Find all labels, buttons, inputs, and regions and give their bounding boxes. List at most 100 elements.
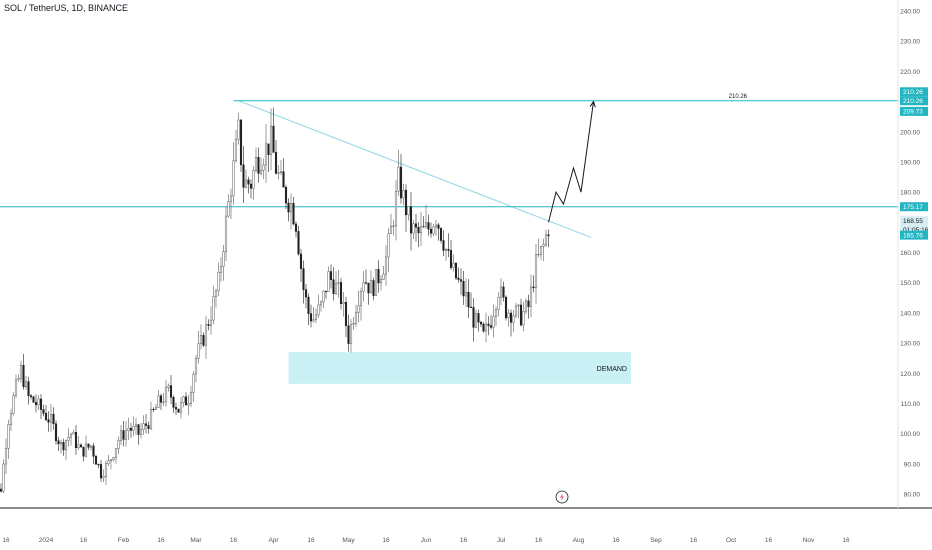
candle[interactable]	[409, 191, 413, 251]
candle[interactable]	[184, 392, 188, 406]
candle[interactable]	[422, 216, 425, 228]
candle[interactable]	[249, 179, 253, 199]
candle[interactable]	[24, 375, 28, 390]
candle[interactable]	[517, 303, 520, 319]
candle[interactable]	[279, 160, 283, 176]
candle[interactable]	[352, 316, 355, 330]
candle[interactable]	[334, 271, 338, 295]
trendline[interactable]	[238, 100, 592, 238]
candle[interactable]	[92, 442, 95, 465]
price-tag[interactable]: 165.76	[900, 230, 928, 240]
candle[interactable]	[209, 306, 213, 335]
candle[interactable]	[142, 415, 145, 436]
candle[interactable]	[122, 421, 125, 447]
candle[interactable]	[394, 180, 398, 241]
candle[interactable]	[489, 314, 493, 330]
candle[interactable]	[524, 298, 528, 314]
candle[interactable]	[57, 436, 60, 451]
candle[interactable]	[74, 425, 78, 455]
candle[interactable]	[52, 407, 55, 430]
candle[interactable]	[432, 223, 435, 236]
candle[interactable]	[362, 271, 365, 302]
candle[interactable]	[484, 312, 488, 343]
candle[interactable]	[319, 300, 323, 312]
candle[interactable]	[277, 165, 280, 180]
candle[interactable]	[37, 395, 40, 410]
candle[interactable]	[232, 142, 235, 205]
lightning-icon[interactable]	[555, 490, 569, 504]
candle[interactable]	[527, 294, 530, 319]
candle[interactable]	[542, 238, 545, 262]
candle[interactable]	[77, 436, 80, 451]
candle[interactable]	[499, 278, 503, 306]
candle[interactable]	[294, 221, 298, 238]
candle[interactable]	[309, 304, 313, 328]
candle[interactable]	[29, 394, 33, 400]
candle[interactable]	[219, 257, 223, 282]
candle[interactable]	[479, 320, 483, 328]
candle[interactable]	[44, 404, 48, 422]
candle[interactable]	[384, 245, 388, 286]
candle[interactable]	[289, 193, 293, 230]
candle[interactable]	[2, 459, 5, 493]
candle[interactable]	[267, 143, 270, 173]
candle[interactable]	[32, 395, 35, 403]
candle[interactable]	[314, 308, 318, 324]
candle[interactable]	[474, 309, 478, 329]
candle[interactable]	[357, 290, 360, 323]
candle[interactable]	[89, 445, 93, 451]
candle[interactable]	[427, 214, 430, 236]
candle[interactable]	[437, 223, 440, 241]
candle[interactable]	[312, 307, 315, 323]
candle[interactable]	[424, 205, 428, 229]
candle[interactable]	[287, 198, 290, 222]
candle[interactable]	[82, 446, 85, 462]
candle[interactable]	[147, 421, 150, 434]
candle[interactable]	[324, 290, 328, 299]
candle[interactable]	[0, 483, 3, 493]
candle[interactable]	[439, 227, 443, 244]
candle[interactable]	[22, 353, 25, 390]
candle[interactable]	[454, 262, 458, 281]
candle[interactable]	[537, 238, 540, 258]
candle[interactable]	[504, 295, 508, 321]
candle[interactable]	[332, 267, 335, 301]
candle[interactable]	[534, 243, 538, 304]
candle[interactable]	[129, 422, 133, 438]
candle[interactable]	[172, 395, 175, 414]
candle[interactable]	[159, 393, 163, 410]
candle[interactable]	[109, 458, 113, 470]
candle[interactable]	[317, 294, 320, 318]
candle[interactable]	[234, 130, 238, 163]
candle[interactable]	[194, 355, 198, 383]
candle[interactable]	[382, 266, 385, 280]
candle[interactable]	[539, 245, 543, 261]
candle[interactable]	[269, 108, 273, 171]
candle[interactable]	[54, 420, 58, 445]
candle[interactable]	[414, 213, 418, 242]
candle[interactable]	[354, 304, 358, 328]
candle[interactable]	[49, 404, 53, 432]
candle[interactable]	[187, 395, 190, 416]
candle[interactable]	[47, 411, 50, 432]
candle[interactable]	[447, 233, 450, 258]
candle[interactable]	[34, 394, 38, 413]
candle[interactable]	[367, 282, 370, 305]
projection-path[interactable]	[548, 101, 594, 223]
candle[interactable]	[197, 330, 200, 364]
candle[interactable]	[372, 277, 375, 301]
candle[interactable]	[114, 448, 118, 464]
candle[interactable]	[282, 158, 285, 188]
candle[interactable]	[497, 292, 500, 317]
candle[interactable]	[79, 443, 83, 448]
candle[interactable]	[464, 278, 468, 308]
candle[interactable]	[17, 374, 20, 382]
candle[interactable]	[237, 112, 240, 145]
candle[interactable]	[179, 397, 183, 419]
candle[interactable]	[364, 269, 368, 285]
candle[interactable]	[102, 469, 105, 483]
candle[interactable]	[157, 389, 160, 408]
candle[interactable]	[492, 304, 495, 338]
candle[interactable]	[134, 417, 138, 436]
candle[interactable]	[339, 277, 343, 310]
